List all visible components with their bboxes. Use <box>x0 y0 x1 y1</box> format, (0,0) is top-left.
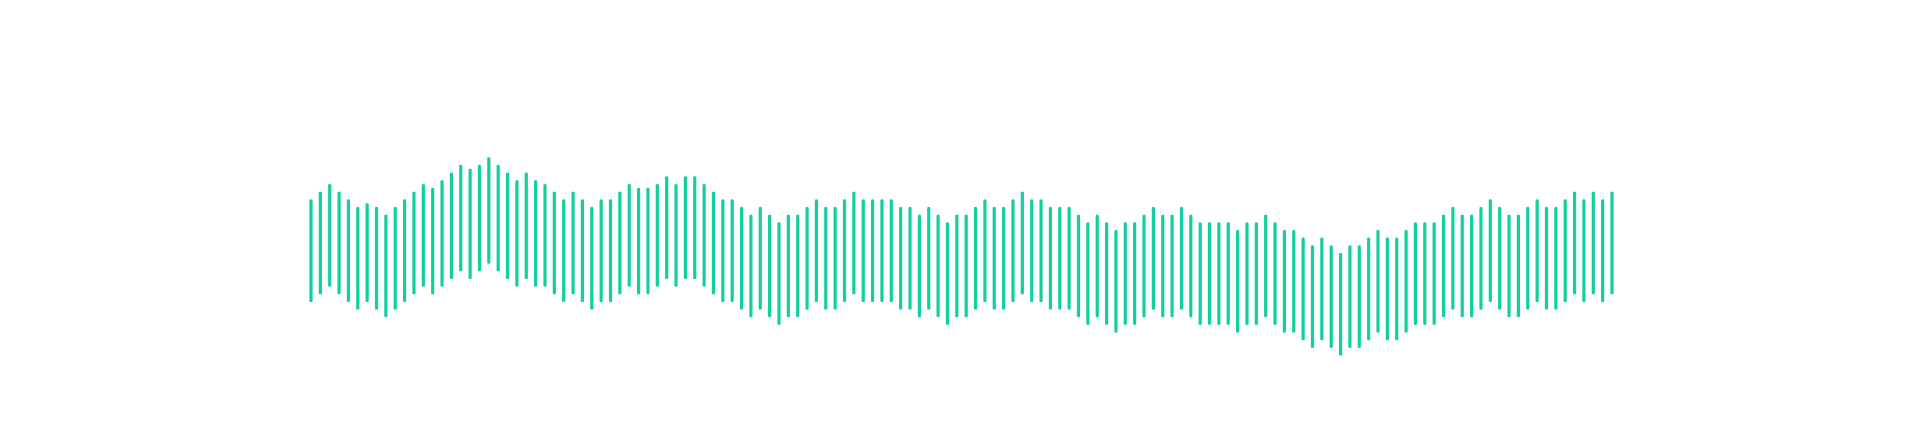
bars-group <box>309 157 1614 356</box>
